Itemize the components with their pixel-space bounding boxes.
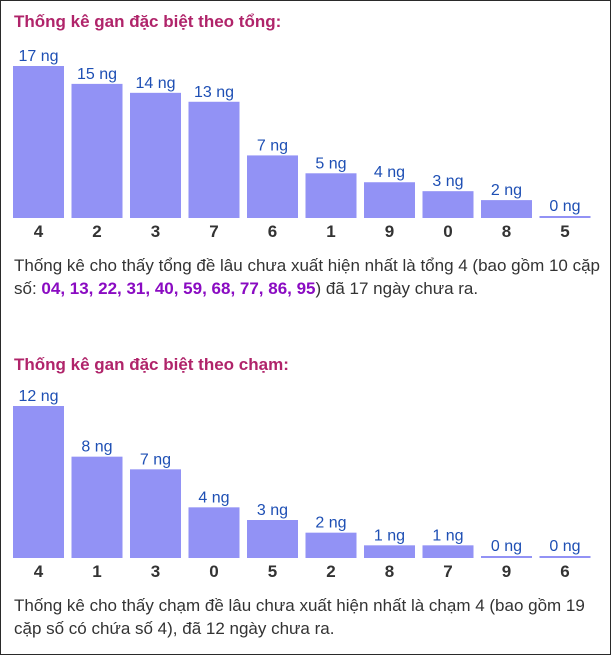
bar-category-label: 7 <box>209 222 218 241</box>
bar-category-label: 8 <box>385 562 394 581</box>
bar-category-label: 6 <box>560 562 569 581</box>
bar-tong-5 <box>539 216 591 218</box>
summary-cham: Thống kê cho thấy chạm đề lâu chưa xuất … <box>14 596 585 638</box>
bar-category-label: 1 <box>326 222 335 241</box>
bar-cham-2 <box>305 532 357 558</box>
bar-value-label: 3 ng <box>432 173 463 190</box>
bar-cham-0 <box>188 507 240 558</box>
bar-chart-cham: 12 ng 4 8 ng 1 7 ng 3 4 ng 0 3 ng 5 2 ng 2 1 ng 8 1 ng… <box>13 388 591 581</box>
bar-category-label: 3 <box>151 562 160 581</box>
bar-cham-3 <box>130 469 181 558</box>
summary-tong-text: Thống kê cho thấy tổng đề lâu chưa xuất … <box>14 256 601 298</box>
bar-tong-4 <box>13 66 64 218</box>
bar-category-label: 5 <box>560 222 569 241</box>
bar-category-label: 0 <box>209 562 218 581</box>
bar-value-label: 2 ng <box>491 182 522 199</box>
bar-value-label: 4 ng <box>374 164 405 181</box>
bar-value-label: 0 ng <box>549 198 580 215</box>
bar-tong-6 <box>247 155 298 218</box>
section-title-cham: Thống kê gan đặc biệt theo chạm: <box>14 355 289 374</box>
bar-value-label: 0 ng <box>549 538 580 555</box>
bar-tong-2 <box>71 83 123 218</box>
bar-category-label: 5 <box>268 562 277 581</box>
bar-category-label: 8 <box>502 222 511 241</box>
bar-value-label: 3 ng <box>257 502 288 519</box>
bar-cham-5 <box>247 520 298 558</box>
bar-category-label: 4 <box>34 562 44 581</box>
bar-category-label: 2 <box>92 222 101 241</box>
bar-cham-7 <box>422 545 474 558</box>
bar-category-label: 2 <box>326 562 335 581</box>
bar-tong-9 <box>364 182 415 218</box>
bar-cham-1 <box>71 456 123 558</box>
bar-value-label: 5 ng <box>315 155 346 172</box>
bar-value-label: 1 ng <box>432 527 463 544</box>
bar-category-label: 4 <box>34 222 44 241</box>
bar-tong-1 <box>305 173 357 218</box>
bar-category-label: 9 <box>502 562 511 581</box>
summary-tong: Thống kê cho thấy tổng đề lâu chưa xuất … <box>14 254 604 300</box>
section-title-tong: Thống kê gan đặc biệt theo tổng: <box>14 12 282 31</box>
bar-category-label: 3 <box>151 222 160 241</box>
bar-tong-7 <box>188 101 240 218</box>
bar-tong-3 <box>130 92 181 218</box>
bar-value-label: 4 ng <box>198 489 229 506</box>
bar-category-label: 0 <box>443 222 452 241</box>
bar-value-label: 7 ng <box>257 137 288 154</box>
bar-cham-8 <box>364 545 415 558</box>
bar-cham-6 <box>539 556 591 558</box>
bar-cham-9 <box>481 556 532 558</box>
bar-value-label: 15 ng <box>77 66 117 83</box>
bar-tong-0 <box>422 191 474 218</box>
bar-category-label: 7 <box>443 562 452 581</box>
bar-value-label: 0 ng <box>491 538 522 555</box>
bar-value-label: 13 ng <box>194 84 234 101</box>
summary-tong-tail: ) đã 17 ngày chưa ra. <box>315 279 479 298</box>
bar-value-label: 7 ng <box>140 451 171 468</box>
bar-cham-4 <box>13 406 64 558</box>
bar-value-label: 8 ng <box>81 439 112 456</box>
bar-value-label: 2 ng <box>315 515 346 532</box>
bar-value-label: 12 ng <box>18 388 58 405</box>
bar-category-label: 9 <box>385 222 394 241</box>
summary-tong-pairs: 04, 13, 22, 31, 40, 59, 68, 77, 86, 95 <box>41 279 316 298</box>
bar-value-label: 17 ng <box>18 48 58 65</box>
bar-value-label: 1 ng <box>374 527 405 544</box>
bar-value-label: 14 ng <box>135 75 175 92</box>
bar-tong-8 <box>481 200 532 218</box>
bar-category-label: 6 <box>268 222 277 241</box>
bar-category-label: 1 <box>92 562 101 581</box>
